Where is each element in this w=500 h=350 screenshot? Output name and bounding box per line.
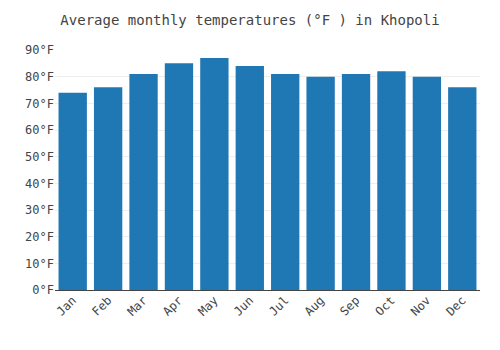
svg-text:Sep: Sep [337,293,362,318]
svg-text:Oct: Oct [373,293,398,318]
svg-text:Jul: Jul [266,293,291,318]
svg-text:80°F: 80°F [25,70,54,84]
svg-text:0°F: 0°F [32,283,54,297]
svg-text:Jun: Jun [231,293,256,318]
svg-text:50°F: 50°F [25,150,54,164]
svg-text:Average monthly temperatures (: Average monthly temperatures (°F ) in Kh… [60,12,439,28]
svg-text:Feb: Feb [89,293,114,318]
svg-text:Apr: Apr [160,293,185,318]
svg-text:90°F: 90°F [25,43,54,57]
svg-text:Nov: Nov [408,293,433,318]
svg-text:60°F: 60°F [25,123,54,137]
svg-text:Jan: Jan [54,293,79,318]
svg-text:10°F: 10°F [25,257,54,271]
svg-text:30°F: 30°F [25,203,54,217]
svg-text:Dec: Dec [443,293,468,318]
svg-text:Aug: Aug [302,293,327,318]
svg-text:20°F: 20°F [25,230,54,244]
svg-text:Mar: Mar [125,293,150,318]
svg-text:70°F: 70°F [25,97,54,111]
svg-text:May: May [196,293,221,318]
svg-text:40°F: 40°F [25,177,54,191]
